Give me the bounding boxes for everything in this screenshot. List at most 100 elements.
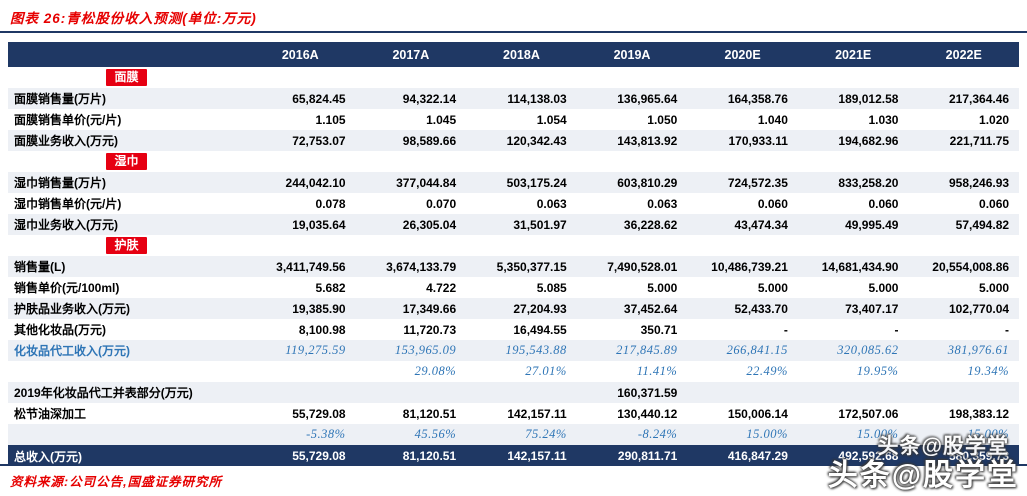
- cell-value: 55,729.08: [292, 406, 346, 421]
- year-column-header: 2018A: [503, 47, 540, 62]
- cell-value: 244,042.10: [285, 175, 346, 190]
- cell-value: 15.00%: [856, 427, 899, 441]
- cell-value: 19,385.90: [292, 301, 346, 316]
- cell-value: 0.060: [979, 196, 1010, 211]
- cell-value: 94,322.14: [402, 91, 457, 106]
- cell-value: 15.00%: [746, 427, 788, 441]
- cell-value: 19.95%: [856, 364, 899, 378]
- cell-value: 27,204.93: [513, 301, 567, 316]
- row-label: 总收入(万元): [14, 449, 82, 464]
- cell-value: 36,228.62: [623, 217, 678, 232]
- cell-value: 5.085: [536, 280, 567, 295]
- cell-value: 120,342.43: [506, 133, 567, 148]
- cell-value: 724,572.35: [727, 175, 788, 190]
- cell-value: 5,350,377.15: [496, 259, 567, 274]
- cell-value: 160,371.59: [617, 385, 678, 400]
- row-label: 湿巾业务收入(万元): [14, 218, 118, 232]
- cell-value: 503,175.24: [506, 175, 567, 190]
- section-badge: 湿巾: [106, 153, 147, 170]
- table-row: 湿巾销售单价(元/片) 0.078 0.070 0.063 0.063 0.060 0.06…: [8, 193, 1019, 214]
- cell-value: 198,383.12: [948, 406, 1010, 421]
- cell-value: 3,674,133.79: [386, 259, 457, 274]
- cell-value: 114,138.03: [507, 91, 567, 106]
- cell-value: 37,452.64: [623, 301, 678, 316]
- table-row: 湿巾销售量(万片) 244,042.10 377,044.84 503,175.24 6…: [8, 172, 1019, 193]
- cell-value: -8.24%: [637, 427, 678, 441]
- cell-value: 19,035.64: [292, 217, 346, 232]
- cell-value: 142,157.11: [507, 449, 567, 463]
- table-row: 面膜销售量(万片) 65,824.45 94,322.14 114,138.03 136…: [8, 88, 1019, 109]
- table-header-row: 2016A 2017A 2018A 2019A 2020E 2021E 2022E: [8, 42, 1019, 67]
- row-label: 2019年化妆品代工并表部分(万元): [14, 386, 193, 400]
- cell-value: 5.000: [757, 280, 788, 295]
- row-label: 护肤: [8, 237, 245, 254]
- cell-value: 217,364.46: [948, 91, 1010, 106]
- table-row: 面膜业务收入(万元) 72,753.07 98,589.66 120,342.43 14…: [8, 130, 1019, 151]
- section-badge: 护肤: [106, 237, 147, 254]
- cell-value: 150,006.14: [727, 406, 788, 421]
- table-row: 面膜销售单价(元/片) 1.105 1.045 1.054 1.050 1.040 1.03…: [8, 109, 1019, 130]
- cell-value: 1.020: [979, 112, 1010, 127]
- cell-value: 81,120.51: [402, 449, 457, 463]
- cell-value: 81,120.51: [402, 406, 457, 421]
- year-column-header: 2017A: [392, 47, 430, 62]
- cell-value: 4.722: [426, 280, 457, 295]
- row-label: 销售单价(元/100ml): [14, 281, 120, 295]
- table-row: 销售单价(元/100ml) 5.682 4.722 5.085 5.000 5.000 5.…: [8, 277, 1019, 298]
- cell-value: 136,965.64: [617, 91, 678, 106]
- cell-value: 19.34%: [967, 364, 1010, 378]
- cell-value: 580,359.73: [948, 449, 1010, 463]
- cell-value: 26,305.04: [402, 217, 457, 232]
- year-column-header: 2022E: [945, 47, 982, 62]
- cell-value: 492,592.68: [838, 449, 899, 463]
- cell-value: 1.045: [426, 112, 457, 127]
- table-row: 湿巾业务收入(万元) 19,035.64 26,305.04 31,501.97 36,…: [8, 214, 1019, 235]
- cell-value: 142,157.11: [507, 406, 567, 421]
- cell-value: 5.682: [315, 280, 346, 295]
- cell-value: -: [894, 322, 899, 337]
- cell-value: 381,976.61: [947, 343, 1010, 357]
- row-label: 护肤品业务收入(万元): [14, 302, 130, 316]
- row-label: 销售量(L): [14, 260, 66, 274]
- cell-value: 5.000: [868, 280, 899, 295]
- section-row: 面膜: [8, 67, 1019, 88]
- cell-value: 350.71: [640, 322, 678, 337]
- row-label: 其他化妆品(万元): [14, 323, 106, 337]
- cell-value: 10,486,739.21: [711, 259, 788, 274]
- cell-value: 11,720.73: [403, 322, 457, 337]
- table-row: 29.08% 27.01% 11.41% 22.49% 19.95% 19.34%: [8, 361, 1019, 382]
- cell-value: -5.38%: [306, 427, 346, 441]
- row-label: 湿巾: [8, 153, 245, 170]
- table-row: 其他化妆品(万元) 8,100.98 11,720.73 16,494.55 350.7…: [8, 319, 1019, 340]
- cell-value: 0.078: [315, 196, 346, 211]
- cell-value: 1.040: [757, 112, 788, 127]
- cell-value: 16,494.55: [513, 322, 567, 337]
- cell-value: 3,411,749.56: [276, 259, 346, 274]
- cell-value: 73,407.17: [845, 301, 899, 316]
- cell-value: 11.41%: [636, 364, 678, 378]
- total-row: 总收入(万元) 55,729.08 81,120.51 142,157.11 290,8…: [8, 445, 1019, 467]
- cell-value: 195,543.88: [505, 343, 567, 357]
- cell-value: 7,490,528.01: [607, 259, 678, 274]
- year-column-header: 2019A: [613, 47, 651, 62]
- cell-value: 65,824.45: [292, 91, 346, 106]
- cell-value: 170,933.11: [728, 133, 788, 148]
- cell-value: 320,085.62: [837, 343, 899, 357]
- source-note: 资料来源:公司公告,国盛证券研究所: [10, 475, 223, 489]
- cell-value: 217,845.89: [616, 343, 678, 357]
- table-row: 化妆品代工收入(万元) 119,275.59 153,965.09 195,543.8…: [8, 340, 1019, 361]
- cell-value: 29.08%: [414, 364, 457, 378]
- title-divider: [0, 31, 1027, 33]
- year-column-header: 2020E: [724, 47, 761, 62]
- cell-value: 189,012.58: [838, 91, 899, 106]
- cell-value: 14,681,434.90: [821, 259, 899, 274]
- cell-value: 0.063: [536, 196, 567, 211]
- section-badge: 面膜: [106, 69, 147, 86]
- cell-value: 603,810.29: [617, 175, 678, 190]
- cell-value: 153,965.09: [394, 343, 457, 357]
- cell-value: 1.054: [536, 112, 567, 127]
- cell-value: 52,433.70: [734, 301, 788, 316]
- row-label: 面膜销售量(万片): [14, 92, 106, 106]
- cell-value: 8,100.98: [298, 322, 346, 337]
